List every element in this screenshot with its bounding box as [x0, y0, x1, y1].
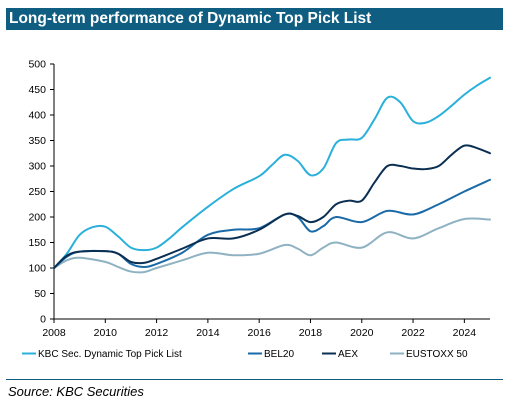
x-tick-label: 2020 — [350, 327, 374, 339]
y-tick-label: 0 — [40, 314, 46, 326]
legend-label-eustoxx-50: EUSTOXX 50 — [406, 349, 468, 360]
legend-label-kbc-sec-dynamic-top-pick-list: KBC Sec. Dynamic Top Pick List — [38, 349, 182, 360]
chart-title: Long-term performance of Dynamic Top Pic… — [6, 8, 503, 30]
y-tick-label: 450 — [28, 84, 46, 96]
legend: KBC Sec. Dynamic Top Pick List BEL20 AEX EU… — [22, 349, 468, 360]
chart-area: 0 50 100 150 200 250 300 350 400 450 500 2008 2010 20… — [0, 32, 523, 382]
x-tick-label: 2008 — [42, 327, 66, 339]
series-line-kbc-sec-dynamic-top-pick-list — [53, 76, 491, 269]
x-tick-label: 2010 — [94, 327, 118, 339]
series-line-eustoxx-50 — [53, 217, 491, 274]
y-tick-label: 200 — [28, 212, 46, 224]
y-tick-label: 250 — [28, 186, 46, 198]
y-tick-label: 350 — [28, 135, 46, 147]
y-tick-label: 50 — [34, 288, 46, 300]
x-tick-label: 2024 — [453, 327, 477, 339]
footer-divider — [6, 379, 503, 380]
y-tick-label: 400 — [28, 110, 46, 122]
source-note: Source: KBC Securities — [8, 384, 144, 399]
y-tick-label: 500 — [28, 59, 46, 71]
series-layer — [53, 76, 491, 274]
x-tick-label: 2022 — [401, 327, 425, 339]
y-tick-label: 300 — [28, 161, 46, 173]
y-tick-label: 100 — [28, 263, 46, 275]
line-chart: 0 50 100 150 200 250 300 350 400 450 500 2008 2010 20… — [22, 59, 491, 360]
x-tick-label: 2016 — [247, 327, 271, 339]
x-tick-label: 2018 — [299, 327, 323, 339]
legend-label-bel20: BEL20 — [264, 349, 294, 360]
y-tick-label: 150 — [28, 237, 46, 249]
x-tick-label: 2012 — [145, 327, 169, 339]
x-tick-label: 2014 — [196, 327, 220, 339]
legend-label-aex: AEX — [338, 349, 358, 360]
axes: 0 50 100 150 200 250 300 350 400 450 500 2008 2010 20… — [28, 59, 490, 339]
series-line-aex — [53, 144, 491, 269]
